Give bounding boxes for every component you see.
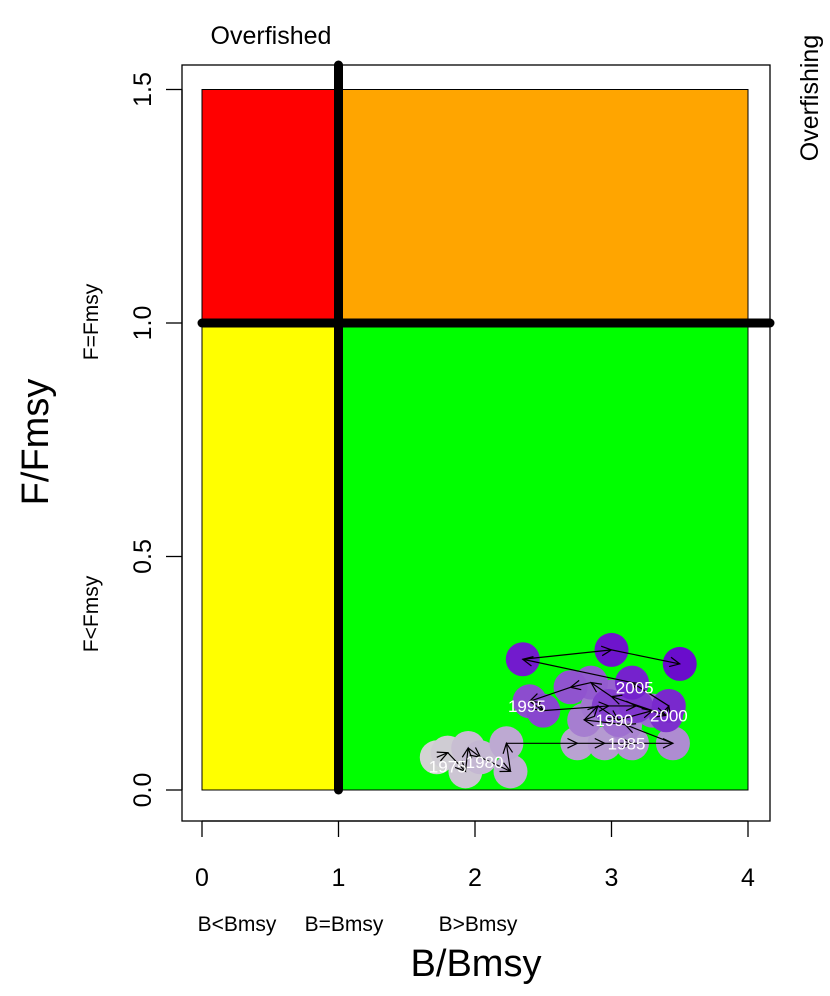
y-zone-label: F=Fmsy xyxy=(80,283,103,360)
x-axis: 0 1 2 3 4 xyxy=(195,820,755,892)
year-label-1990: 1990 xyxy=(595,711,633,730)
x-tick-label: 3 xyxy=(605,864,619,892)
y-tick-label: 0.0 xyxy=(129,773,157,808)
trajectory-arrows xyxy=(436,645,682,773)
x-zone-label: B>Bmsy xyxy=(439,913,518,936)
status-zones xyxy=(201,89,749,791)
x-zone-labels: B<Bmsy B=Bmsy B>Bmsy xyxy=(198,913,518,936)
x-tick-label: 2 xyxy=(468,864,482,892)
year-label-1995: 1995 xyxy=(508,697,546,716)
year-label-1975: 1975 xyxy=(429,758,467,777)
x-tick-label: 1 xyxy=(332,864,346,892)
overfished-overfishing-zone xyxy=(201,89,339,324)
y-axis-title: F/Fmsy xyxy=(15,379,57,506)
y-tick-label: 1.5 xyxy=(129,72,157,107)
overfished-zone xyxy=(201,322,339,791)
x-axis-title: B/Bmsy xyxy=(411,943,542,985)
x-zone-label: B<Bmsy xyxy=(198,913,277,936)
y-zone-label: F<Fmsy xyxy=(80,575,103,652)
reference-lines xyxy=(197,60,775,795)
y-tick-label: 0.5 xyxy=(129,539,157,574)
y-zone-labels: F<Fmsy F=Fmsy xyxy=(80,283,103,652)
year-label-1980: 1980 xyxy=(466,753,504,772)
year-label-2000: 2000 xyxy=(650,706,688,725)
overfished-label: Overfished xyxy=(211,22,332,50)
y-tick-label: 1.0 xyxy=(129,306,157,341)
overfishing-label: Overfishing xyxy=(796,35,824,161)
arrow-2003-2004 xyxy=(611,649,682,668)
year-labels: 1975 1980 1985 1990 1995 2000 2005 xyxy=(429,678,688,776)
y-axis: 0.0 0.5 1.0 1.5 xyxy=(129,72,183,808)
year-label-2005: 2005 xyxy=(616,678,654,697)
x-tick-label: 4 xyxy=(741,864,755,892)
year-label-1985: 1985 xyxy=(608,734,646,753)
x-zone-label: B=Bmsy xyxy=(305,913,384,936)
x-tick-label: 0 xyxy=(195,864,209,892)
overfishing-zone xyxy=(338,89,749,324)
